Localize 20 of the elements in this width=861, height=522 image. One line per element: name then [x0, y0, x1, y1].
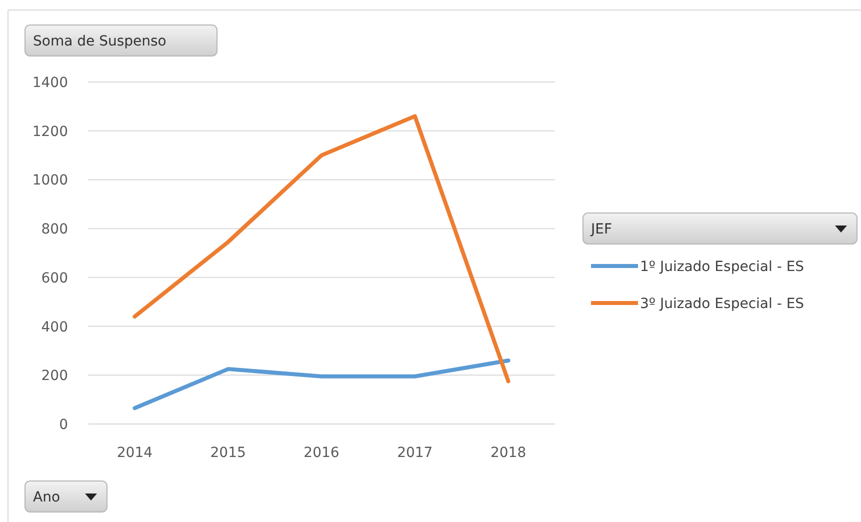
legend-title: JEF: [590, 222, 612, 238]
x-tick-label: 2014: [116, 445, 153, 461]
x-tick-label: 2015: [210, 445, 246, 461]
x-tick-label: 2017: [397, 445, 433, 461]
y-tick-label: 0: [59, 417, 68, 433]
legend-label: 1º Juizado Especial - ES: [640, 259, 804, 275]
legend-label: 3º Juizado Especial - ES: [640, 296, 804, 312]
x-tick-label: 2018: [490, 445, 526, 461]
y-tick-label: 1200: [32, 124, 68, 140]
chart-title: Soma de Suspenso: [33, 34, 166, 50]
y-tick-label: 1000: [32, 172, 68, 189]
y-tick-label: 600: [41, 270, 68, 286]
line-series: [132, 358, 510, 410]
y-tick-label: 1400: [32, 75, 68, 91]
x-tick-label: 2016: [304, 445, 340, 461]
y-tick-label: 400: [41, 319, 68, 336]
line-series: [132, 114, 510, 384]
y-tick-label: 200: [41, 368, 68, 384]
x-axis-title: Ano: [33, 490, 60, 506]
y-tick-label: 800: [41, 222, 68, 238]
